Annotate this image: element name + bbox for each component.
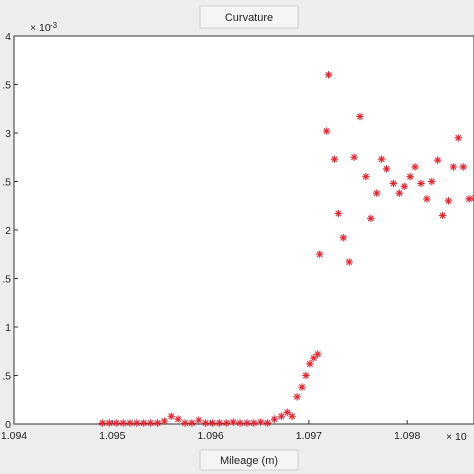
data-point [471, 195, 474, 201]
y-tick-label: 0 [5, 419, 11, 431]
data-point [229, 418, 238, 426]
data-point [322, 127, 331, 135]
chart-title: Curvature [225, 12, 273, 24]
data-point [400, 182, 409, 191]
x-tick-label: 1.095 [99, 430, 125, 442]
data-point [339, 233, 348, 242]
data-point [270, 415, 279, 424]
data-point [194, 416, 203, 424]
data-point [222, 419, 231, 427]
data-point [382, 165, 391, 173]
data-point [243, 419, 251, 427]
data-point [334, 209, 343, 218]
data-point [324, 70, 333, 79]
data-point [112, 419, 121, 427]
data-point [315, 250, 324, 259]
plot-area [13, 35, 474, 425]
data-point [306, 360, 314, 368]
data-point [208, 419, 217, 427]
data-point [356, 112, 364, 121]
data-point [181, 419, 189, 427]
data-point [283, 408, 292, 417]
data-point [119, 419, 127, 427]
data-point [377, 155, 386, 164]
data-point [236, 419, 244, 427]
y-exponent-power: -3 [50, 21, 58, 30]
data-point [139, 419, 148, 427]
y-tick-label: 1 [5, 322, 11, 334]
data-point [298, 383, 306, 391]
y-tick-label: 2 [5, 225, 11, 237]
data-points [98, 70, 474, 427]
data-point [454, 134, 463, 142]
data-point [167, 412, 176, 421]
data-point [201, 419, 210, 427]
data-point [302, 371, 310, 380]
y-tick-label: .5 [2, 371, 11, 383]
data-point [330, 155, 339, 164]
data-point [293, 392, 301, 401]
data-point [459, 163, 468, 171]
data-point [105, 419, 114, 427]
y-exponent-base: × 10 [30, 22, 51, 34]
x-tick-label: 1.097 [296, 430, 322, 442]
data-point [288, 412, 297, 421]
x-tick-label: 1.096 [197, 430, 223, 442]
x-tick-label: 1.098 [394, 430, 420, 442]
data-point [362, 172, 370, 181]
data-point [146, 419, 155, 427]
data-point [160, 417, 169, 425]
y-tick-label: .5 [2, 80, 11, 92]
x-exponent: × 10 [446, 431, 467, 443]
y-tick-label: .5 [2, 177, 11, 189]
data-point [215, 419, 224, 427]
data-point [433, 156, 442, 165]
data-point [174, 415, 183, 424]
data-point [98, 419, 107, 427]
data-point [427, 177, 436, 186]
y-axis: 0 .5 1 .5 2 .5 3 .5 4 [2, 31, 18, 431]
data-point [188, 419, 196, 427]
data-point [345, 258, 354, 266]
xlabel-box [199, 449, 299, 471]
data-point [350, 153, 358, 162]
data-point [417, 179, 425, 188]
data-point [126, 419, 134, 427]
data-point [465, 195, 473, 203]
y-tick-label: 3 [5, 128, 11, 140]
data-point [423, 195, 431, 203]
data-point [250, 419, 258, 427]
data-point [256, 418, 265, 426]
x-axis-label: Mileage (m) [220, 455, 278, 467]
data-point [444, 197, 453, 205]
data-point [372, 189, 381, 197]
data-point [153, 419, 162, 427]
data-point [406, 172, 414, 181]
data-point [395, 189, 404, 197]
y-tick-label: .5 [2, 274, 11, 286]
data-point [366, 214, 375, 223]
data-point [133, 419, 141, 427]
data-point [449, 163, 458, 171]
data-point [411, 163, 419, 171]
data-point [438, 211, 447, 220]
data-point [263, 419, 272, 427]
title-box [199, 5, 299, 29]
y-tick-label: 4 [5, 31, 11, 43]
data-point [277, 412, 286, 421]
data-point [313, 350, 322, 359]
x-tick-label: 1.094 [1, 430, 27, 442]
data-point [389, 179, 398, 188]
y-exponent: × 10 -3 [30, 21, 58, 34]
